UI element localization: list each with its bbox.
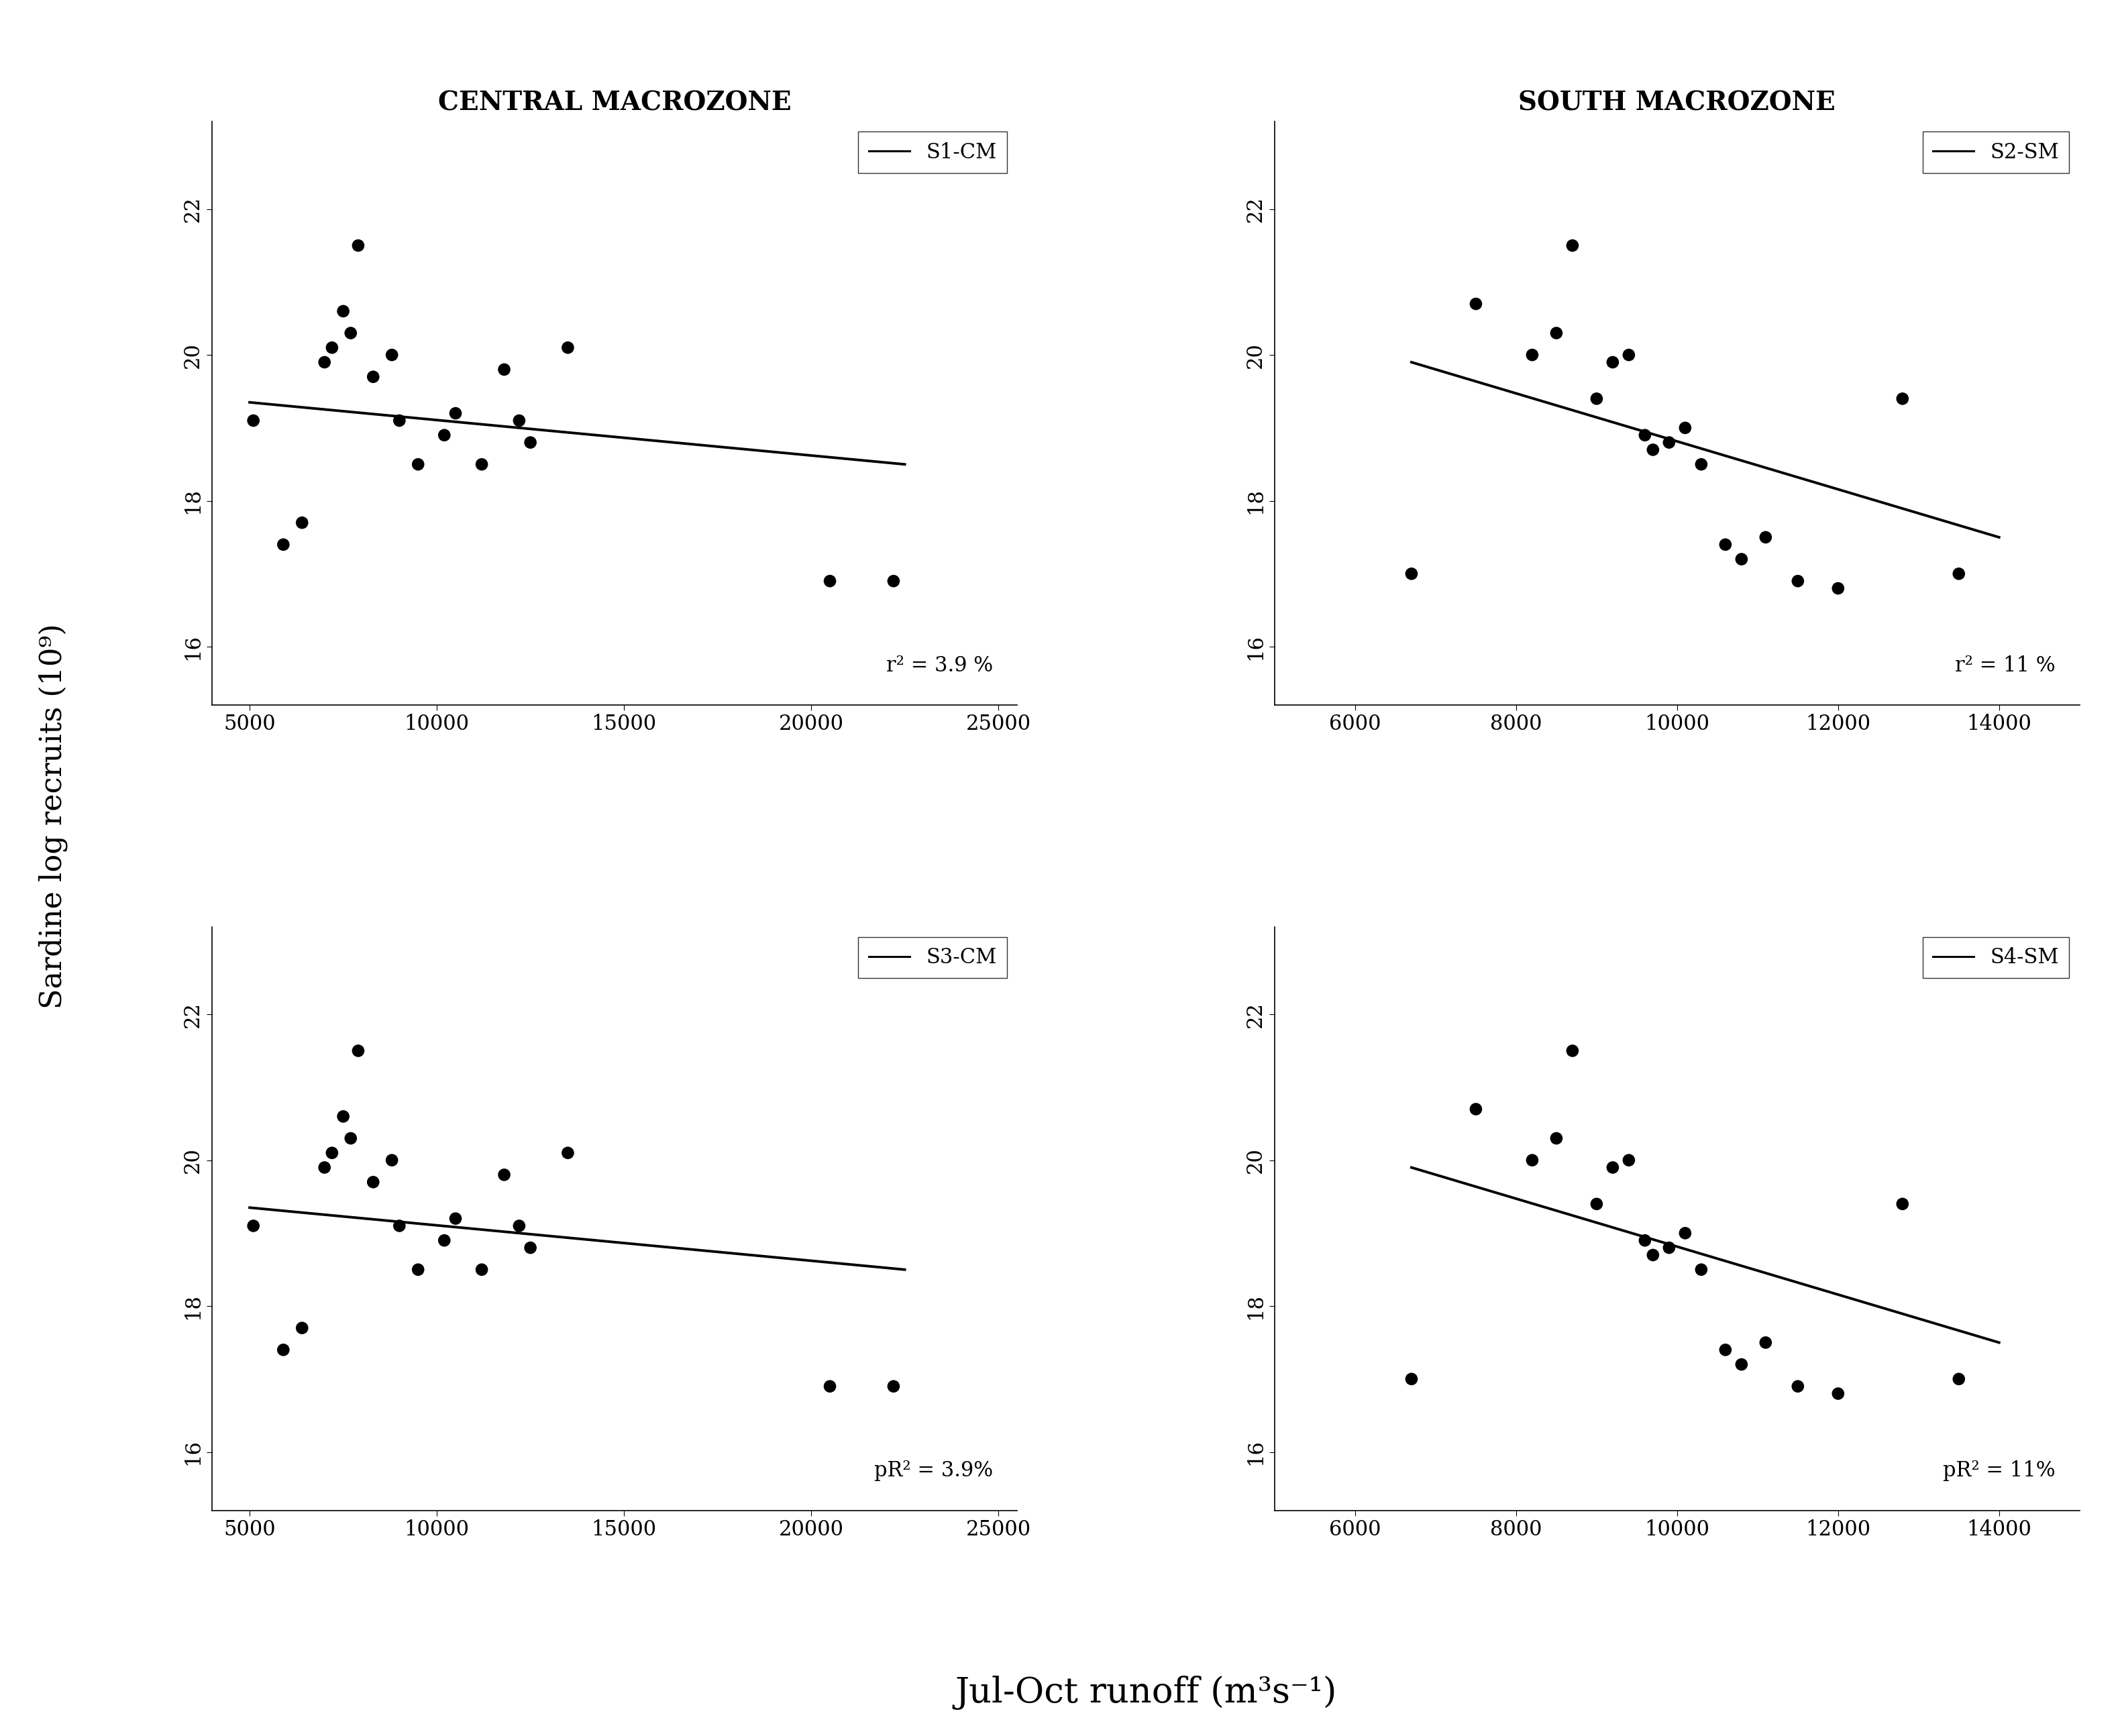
Point: [1685, 450, 1719, 477]
Point: [1749, 1328, 1782, 1356]
Point: [1394, 561, 1428, 589]
Point: [1460, 290, 1494, 318]
Point: [1579, 1191, 1613, 1219]
Point: [382, 406, 416, 434]
Point: [813, 568, 847, 595]
Legend: S3-CM: S3-CM: [857, 937, 1006, 979]
Point: [382, 1212, 416, 1240]
Point: [284, 509, 318, 536]
Point: [1725, 1351, 1759, 1378]
Point: [333, 319, 367, 347]
Point: [552, 333, 586, 361]
Legend: S1-CM: S1-CM: [857, 132, 1006, 174]
Point: [1653, 429, 1687, 457]
Point: [333, 1125, 367, 1153]
Point: [376, 1146, 410, 1174]
Point: [427, 1227, 460, 1255]
Point: [876, 568, 910, 595]
Point: [1780, 1373, 1814, 1401]
Point: [876, 1373, 910, 1401]
Point: [1628, 1227, 1662, 1255]
Point: [236, 406, 269, 434]
Text: Jul-Oct runoff (m³s⁻¹): Jul-Oct runoff (m³s⁻¹): [955, 1675, 1337, 1710]
Point: [1515, 1146, 1549, 1174]
Point: [1394, 1364, 1428, 1392]
Point: [488, 1161, 522, 1189]
Point: [342, 1036, 376, 1064]
Point: [356, 1168, 390, 1196]
Point: [342, 231, 376, 259]
Point: [1538, 319, 1572, 347]
Point: [1653, 1234, 1687, 1262]
Point: [427, 422, 460, 450]
Legend: S2-SM: S2-SM: [1923, 132, 2069, 174]
Point: [1555, 231, 1589, 259]
Point: [1886, 385, 1920, 413]
Point: [439, 1205, 473, 1233]
Point: [1821, 575, 1855, 602]
Point: [1708, 1337, 1742, 1364]
Point: [1579, 385, 1613, 413]
Point: [1942, 1364, 1976, 1392]
Text: r² = 3.9 %: r² = 3.9 %: [887, 654, 993, 675]
Point: [1942, 561, 1976, 589]
Point: [439, 399, 473, 427]
Point: [401, 450, 435, 477]
Point: [1749, 523, 1782, 550]
Title: CENTRAL MACROZONE: CENTRAL MACROZONE: [437, 90, 792, 116]
Legend: S4-SM: S4-SM: [1923, 937, 2069, 979]
Point: [1886, 1191, 1920, 1219]
Point: [1636, 1241, 1670, 1269]
Point: [1460, 1095, 1494, 1123]
Point: [503, 406, 537, 434]
Point: [1685, 1255, 1719, 1283]
Text: pR² = 11%: pR² = 11%: [1944, 1460, 2056, 1481]
Point: [1668, 413, 1702, 441]
Point: [514, 1234, 547, 1262]
Point: [308, 1154, 342, 1182]
Point: [1636, 436, 1670, 464]
Point: [267, 1337, 301, 1364]
Point: [1538, 1125, 1572, 1153]
Point: [1613, 1146, 1647, 1174]
Point: [327, 297, 361, 325]
Point: [356, 363, 390, 391]
Point: [401, 1255, 435, 1283]
Point: [327, 1102, 361, 1130]
Point: [1780, 568, 1814, 595]
Point: [1613, 340, 1647, 368]
Point: [314, 333, 348, 361]
Point: [1821, 1380, 1855, 1408]
Point: [552, 1139, 586, 1167]
Title: SOUTH MACROZONE: SOUTH MACROZONE: [1519, 90, 1836, 116]
Point: [308, 349, 342, 377]
Text: pR² = 3.9%: pR² = 3.9%: [874, 1460, 993, 1481]
Point: [1515, 340, 1549, 368]
Text: r² = 11 %: r² = 11 %: [1954, 654, 2056, 675]
Point: [236, 1212, 269, 1240]
Point: [267, 531, 301, 559]
Point: [1555, 1036, 1589, 1064]
Point: [1628, 422, 1662, 450]
Point: [813, 1373, 847, 1401]
Point: [503, 1212, 537, 1240]
Point: [1668, 1219, 1702, 1246]
Point: [1725, 545, 1759, 573]
Point: [1596, 1154, 1630, 1182]
Point: [1596, 349, 1630, 377]
Point: [488, 356, 522, 384]
Point: [284, 1314, 318, 1342]
Point: [465, 450, 499, 477]
Point: [465, 1255, 499, 1283]
Text: Sardine log recruits (10⁹): Sardine log recruits (10⁹): [38, 623, 68, 1009]
Point: [314, 1139, 348, 1167]
Point: [1708, 531, 1742, 559]
Point: [376, 340, 410, 368]
Point: [514, 429, 547, 457]
